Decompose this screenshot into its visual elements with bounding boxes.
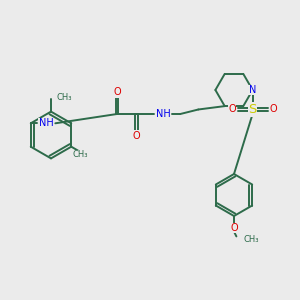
Text: O: O [133, 131, 140, 141]
Text: O: O [228, 104, 236, 115]
Text: CH₃: CH₃ [56, 93, 72, 102]
Text: O: O [269, 104, 277, 115]
Text: O: O [113, 87, 121, 97]
Text: NH: NH [155, 109, 170, 119]
Text: S: S [248, 103, 257, 116]
Text: N: N [249, 85, 256, 95]
Text: O: O [230, 223, 238, 233]
Text: NH: NH [39, 118, 54, 128]
Text: CH₃: CH₃ [73, 150, 88, 159]
Text: CH₃: CH₃ [244, 236, 260, 244]
